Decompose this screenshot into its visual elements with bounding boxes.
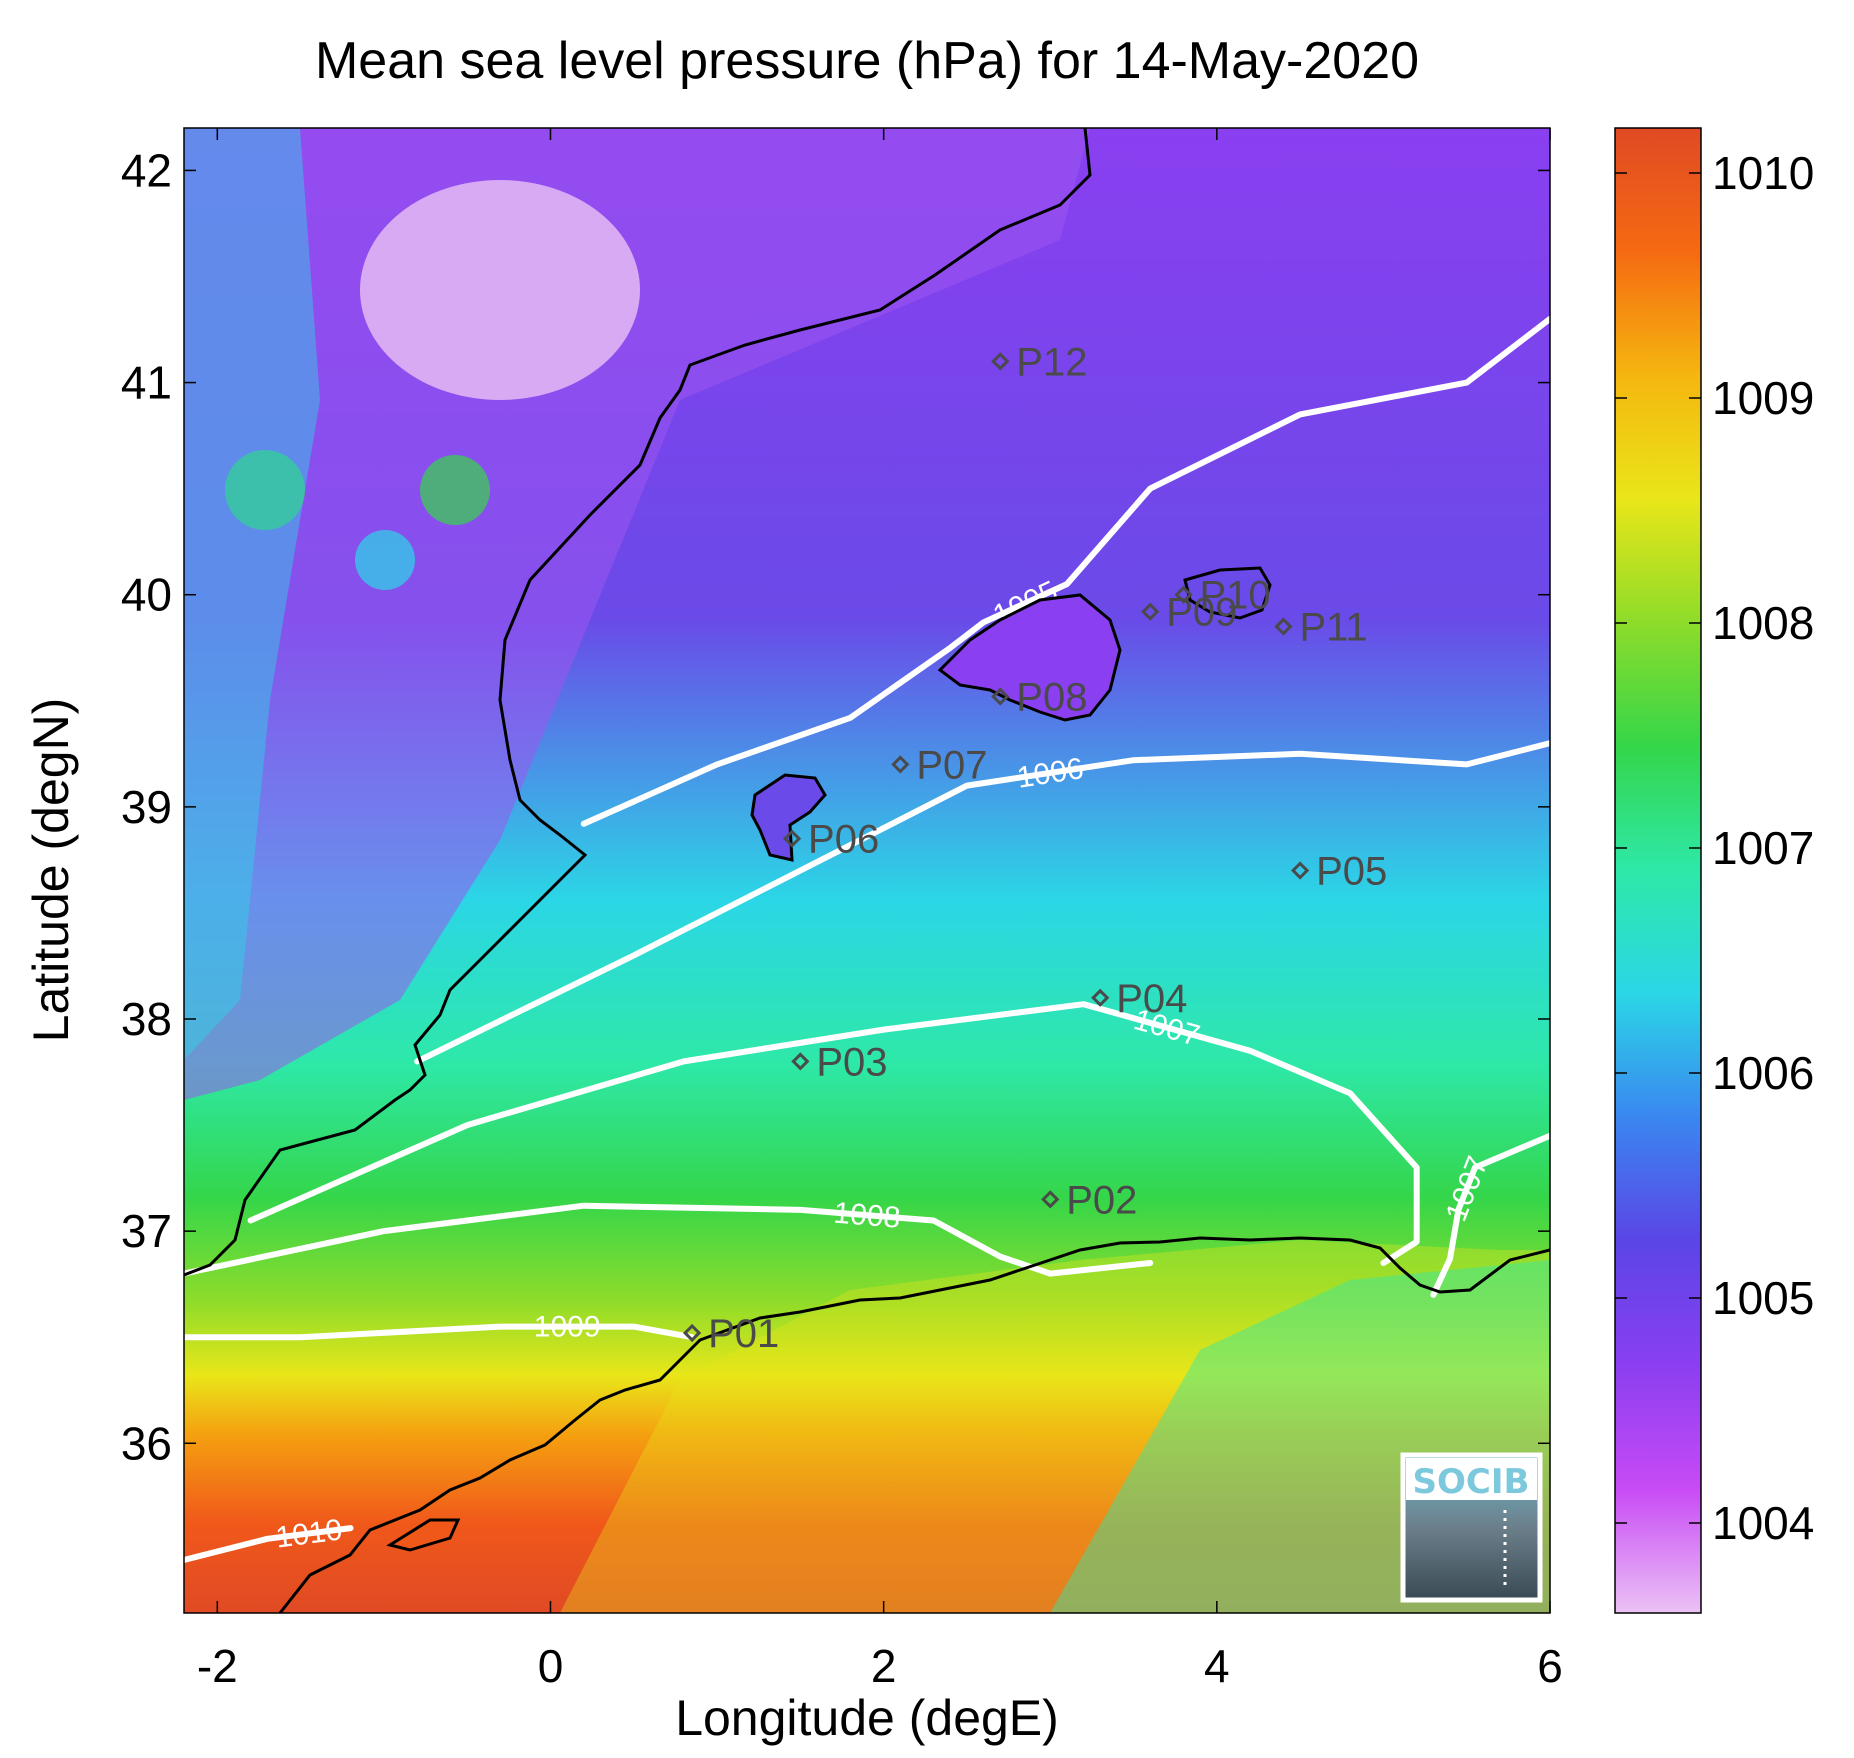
colorbar-tick-label: 1008: [1712, 597, 1814, 649]
x-axis: -2 0 2 4 6: [197, 128, 1563, 1692]
colorbar-tick-label: 1004: [1712, 1497, 1814, 1549]
africa-coastline: [278, 1236, 1550, 1613]
station-marker: [1290, 861, 1310, 880]
logo-header: [1406, 1458, 1537, 1500]
station-label: P11: [1299, 606, 1367, 650]
inland-high-3: [355, 530, 415, 590]
x-tick-label: 0: [538, 1640, 564, 1692]
station-marker: [1174, 585, 1193, 604]
isobar-line: [184, 1202, 1154, 1277]
colorbar-tick-label: 1010: [1712, 147, 1814, 199]
logo-text: SOCIB: [1413, 1462, 1530, 1502]
inland-cyan-band: [184, 128, 320, 1060]
y-axis-label: Latitude (degN): [23, 698, 79, 1043]
station-label: P04: [1116, 977, 1187, 1021]
isobar-label: 1009: [534, 1311, 601, 1344]
x-axis-label: Longitude (degE): [675, 1690, 1059, 1746]
colorbar-ticks: 1004 1005 1006 1007 1008 1009 1010: [1615, 147, 1814, 1549]
isobar-line: [184, 1323, 696, 1341]
station-label: P02: [1066, 1178, 1137, 1222]
station-label: P03: [816, 1040, 887, 1084]
station-marker: [1041, 1190, 1060, 1209]
ibiza-coastline: [750, 773, 827, 862]
y-tick-label: 41: [121, 357, 172, 409]
y-tick-label: 38: [121, 993, 172, 1045]
isobar-line: [247, 1001, 1420, 1266]
iberia-coastline: [184, 128, 1092, 1277]
station-marker: [891, 755, 910, 774]
inland-high-1: [225, 450, 305, 530]
y-axis: 36 37 38 39 40 41 42: [121, 144, 1550, 1469]
inland-high-2: [420, 455, 490, 525]
station-marker: [1091, 988, 1110, 1007]
station-marker: [991, 352, 1010, 371]
africa-land-shading: [560, 1240, 1550, 1613]
isobar-label: 1008: [832, 1197, 901, 1235]
station-label: P07: [916, 743, 987, 787]
station-marker: [791, 1052, 810, 1071]
isobar-line: [580, 315, 1550, 827]
isobar-line: [1430, 1132, 1550, 1298]
station-label: P01: [708, 1312, 779, 1356]
colorbar-tick-label: 1005: [1712, 1272, 1814, 1324]
y-tick-label: 42: [121, 144, 172, 196]
station-marker: [991, 687, 1010, 706]
station-label: P06: [808, 818, 879, 862]
alboran-island-coastline: [386, 1518, 461, 1552]
menorca-coastline: [1183, 566, 1272, 620]
station-marker: [782, 829, 802, 848]
y-tick-label: 36: [121, 1417, 172, 1469]
station-marker: [682, 1323, 702, 1343]
x-tick-label: -2: [197, 1640, 238, 1692]
y-tick-label: 37: [121, 1205, 172, 1257]
x-tick-label: 4: [1204, 1640, 1230, 1692]
station-label: P05: [1316, 850, 1387, 894]
isobar-line: [184, 1525, 354, 1563]
isobar-line: [414, 740, 1550, 1065]
y-tick-label: 40: [121, 569, 172, 621]
coastline: [184, 128, 1550, 1613]
y-tick-label: 39: [121, 781, 172, 833]
station-marker: [1274, 617, 1293, 636]
colorbar-tick-label: 1009: [1712, 372, 1814, 424]
station-label: P08: [1016, 676, 1087, 720]
station-marker: [1141, 602, 1160, 621]
plot-frame: [183, 127, 1551, 1614]
socib-logo: SOCIB: [1400, 1452, 1543, 1603]
low-pressure-core: [360, 180, 640, 400]
colorbar: [1614, 127, 1702, 1614]
station-label: P10: [1200, 574, 1271, 618]
colorbar-tick-label: 1006: [1712, 1047, 1814, 1099]
x-tick-label: 6: [1537, 1640, 1563, 1692]
x-tick-label: 2: [871, 1640, 897, 1692]
colorbar-tick-label: 1007: [1712, 822, 1814, 874]
chart-title: Mean sea level pressure (hPa) for 14-May…: [315, 32, 1419, 90]
station-label: P12: [1016, 340, 1087, 384]
